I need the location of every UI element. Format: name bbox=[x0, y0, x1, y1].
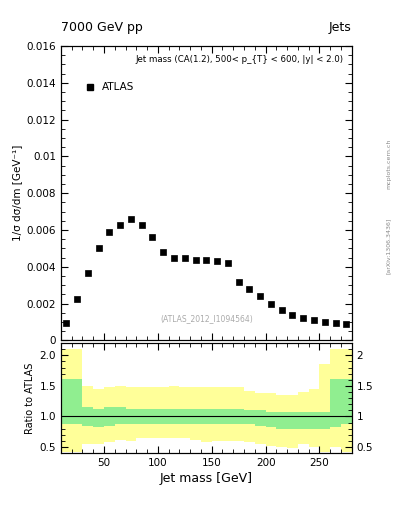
Bar bbox=[222, 409, 233, 424]
Bar bbox=[287, 395, 298, 448]
Bar bbox=[190, 409, 201, 424]
Text: mcplots.cern.ch: mcplots.cern.ch bbox=[386, 139, 391, 189]
Bar bbox=[104, 387, 115, 442]
Text: [arXiv:1306.3436]: [arXiv:1306.3436] bbox=[386, 218, 391, 274]
Bar bbox=[276, 395, 287, 447]
Bar bbox=[255, 410, 266, 425]
Bar bbox=[125, 409, 136, 424]
Bar bbox=[93, 409, 104, 428]
Bar bbox=[298, 392, 309, 444]
Bar bbox=[320, 365, 330, 452]
Bar bbox=[115, 386, 125, 440]
Bar bbox=[298, 412, 309, 429]
Bar bbox=[233, 409, 244, 424]
Bar bbox=[266, 393, 276, 446]
Text: ATLAS: ATLAS bbox=[102, 82, 134, 92]
Bar bbox=[201, 409, 212, 424]
Bar bbox=[330, 378, 341, 428]
Bar bbox=[212, 409, 222, 424]
Bar bbox=[255, 393, 266, 444]
Bar bbox=[72, 349, 83, 452]
Bar bbox=[147, 387, 158, 438]
Y-axis label: Ratio to ATLAS: Ratio to ATLAS bbox=[25, 362, 35, 434]
Bar bbox=[147, 409, 158, 424]
Bar bbox=[320, 412, 330, 429]
Bar bbox=[233, 387, 244, 441]
Bar bbox=[104, 407, 115, 425]
Text: (ATLAS_2012_I1094564): (ATLAS_2012_I1094564) bbox=[160, 314, 253, 323]
Bar bbox=[169, 386, 179, 438]
Bar bbox=[179, 387, 190, 438]
Bar bbox=[222, 387, 233, 441]
X-axis label: Jet mass [GeV]: Jet mass [GeV] bbox=[160, 472, 253, 485]
Bar bbox=[169, 409, 179, 424]
Bar bbox=[115, 407, 125, 424]
Bar bbox=[93, 389, 104, 444]
Text: 7000 GeV pp: 7000 GeV pp bbox=[61, 22, 143, 34]
Bar bbox=[72, 378, 83, 424]
Bar bbox=[341, 349, 352, 452]
Bar bbox=[83, 407, 93, 425]
Bar bbox=[179, 409, 190, 424]
Bar bbox=[341, 378, 352, 424]
Bar bbox=[83, 386, 93, 444]
Text: Jets: Jets bbox=[329, 22, 352, 34]
Bar bbox=[136, 387, 147, 438]
Bar bbox=[309, 412, 320, 429]
Bar bbox=[158, 387, 169, 438]
Bar bbox=[244, 391, 255, 442]
Bar bbox=[212, 387, 222, 441]
Bar bbox=[330, 349, 341, 447]
Bar bbox=[61, 378, 72, 424]
Bar bbox=[190, 387, 201, 440]
Y-axis label: 1/σ dσ/dm [GeV⁻¹]: 1/σ dσ/dm [GeV⁻¹] bbox=[12, 145, 22, 242]
Bar bbox=[287, 412, 298, 429]
Bar bbox=[158, 409, 169, 424]
Bar bbox=[244, 410, 255, 424]
Text: Jet mass (CA(1.2), 500< p_{T} < 600, |y| < 2.0): Jet mass (CA(1.2), 500< p_{T} < 600, |y|… bbox=[135, 55, 343, 64]
Bar bbox=[61, 349, 72, 452]
Bar bbox=[309, 389, 320, 447]
Bar bbox=[266, 412, 276, 428]
Bar bbox=[201, 387, 212, 442]
Bar bbox=[276, 412, 287, 429]
Bar bbox=[125, 387, 136, 441]
Bar bbox=[136, 409, 147, 424]
